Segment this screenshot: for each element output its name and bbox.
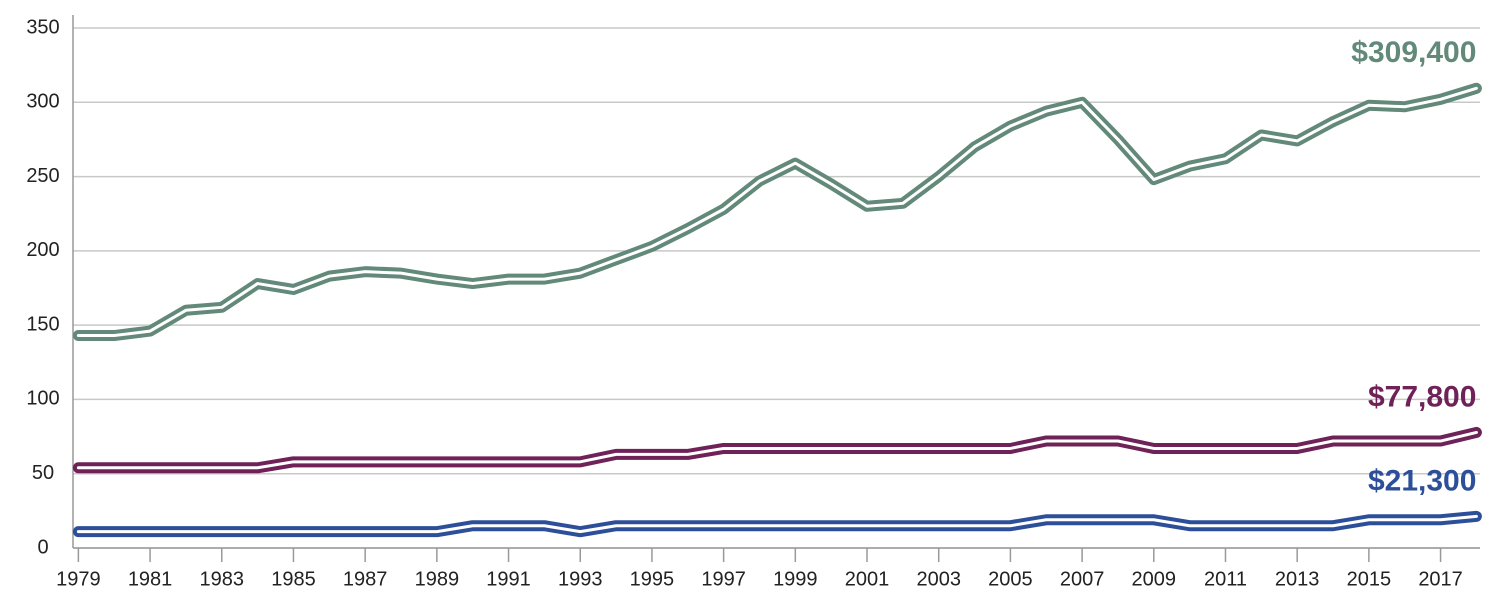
x-tick-label: 2001 — [845, 568, 890, 590]
x-tick-label: 2007 — [1060, 568, 1105, 590]
x-tick-label: 1993 — [558, 568, 603, 590]
end-label: $77,800 — [1368, 380, 1476, 413]
line — [72, 82, 1482, 342]
x-tick-label: 2013 — [1275, 568, 1320, 590]
x-tick-label: 1981 — [128, 568, 173, 590]
x-tick-label: 1997 — [701, 568, 746, 590]
x-tick-label: 1995 — [630, 568, 675, 590]
x-tick-label: 1983 — [200, 568, 245, 590]
x-tick-label: 2005 — [988, 568, 1033, 590]
y-tick-label: 250 — [26, 165, 59, 187]
x-tick-label: 1989 — [415, 568, 460, 590]
y-tick-label: 0 — [37, 536, 48, 558]
x-tick-label: 2015 — [1347, 568, 1392, 590]
x-tick-label: 1985 — [271, 568, 316, 590]
x-tick-label: 1999 — [773, 568, 818, 590]
y-tick-label: 150 — [26, 313, 59, 335]
end-label: $21,300 — [1368, 464, 1476, 497]
x-tick-label: 1991 — [486, 568, 531, 590]
x-tick-label: 2003 — [916, 568, 961, 590]
end-label: $309,400 — [1351, 36, 1476, 69]
x-tick-label: 2009 — [1132, 568, 1177, 590]
y-tick-label: 300 — [26, 91, 59, 113]
x-tick-label: 2011 — [1204, 568, 1247, 590]
x-tick-label: 2017 — [1418, 568, 1463, 590]
line-inner — [76, 514, 1478, 534]
line-inner — [76, 86, 1478, 338]
y-tick-label: 350 — [26, 16, 59, 38]
y-tick-label: 50 — [32, 462, 54, 484]
line — [72, 510, 1482, 538]
y-tick-label: 100 — [26, 388, 59, 410]
line-inner — [76, 430, 1478, 470]
x-tick-label: 1979 — [56, 568, 101, 590]
y-tick-label: 200 — [26, 239, 59, 261]
x-tick-label: 1987 — [343, 568, 388, 590]
